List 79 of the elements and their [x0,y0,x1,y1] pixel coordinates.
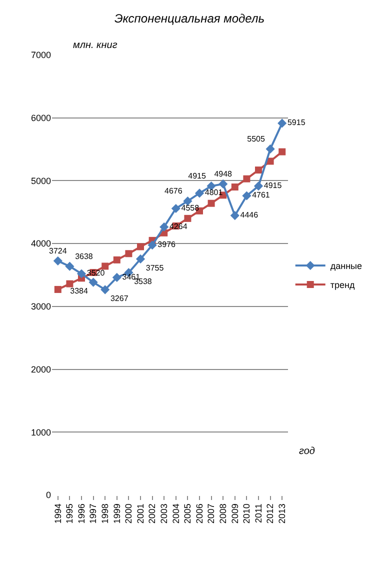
x-tick-label: 2011 [253,504,264,523]
point [243,175,250,182]
point [66,280,74,288]
data-label: 3976 [158,240,176,250]
point [113,256,120,264]
x-tick-label: 2003 [159,504,170,524]
point [148,240,157,250]
point [266,158,274,165]
legend-label: данные [330,261,362,272]
x-tick-label: 2012 [265,504,276,524]
point [136,254,146,264]
data-label: 4761 [252,190,270,200]
point [102,262,109,270]
x-axis-title: год [299,446,316,457]
y-tick-label: 0 [46,490,51,500]
data-label: 5505 [247,134,266,144]
x-tick-label: 1997 [88,504,98,524]
data-label: 4676 [164,186,183,196]
point [278,118,287,128]
y-tick-label: 5000 [30,176,51,186]
data-label: 5915 [287,118,306,128]
data-label: 4801 [204,188,224,198]
point [112,272,122,282]
point [194,188,204,198]
data-label: 4915 [188,172,206,181]
point [76,269,86,278]
data-label: 4446 [240,210,259,220]
y-tick-label: 7000 [30,50,51,60]
x-tick-label: 1996 [76,504,86,524]
x-tick-label: 2006 [194,504,204,524]
data-label: 3638 [75,252,94,261]
data-label: 4948 [214,170,233,179]
x-tick-label: 1999 [112,504,122,524]
data-label: 3724 [49,246,68,256]
data-label: 3755 [146,263,164,272]
data-label: 4915 [264,181,282,190]
point [242,191,252,200]
point [100,285,110,294]
point [230,210,240,220]
x-tick-label: 2002 [147,504,158,524]
x-tick-label: 2000 [124,504,134,524]
point [125,250,132,258]
point [266,144,275,154]
point [171,204,180,214]
x-tick-label: 1994 [52,504,63,524]
x-tick-label: 1998 [100,504,110,524]
point [254,182,264,191]
point [255,166,262,174]
x-tick-label: 2005 [182,504,193,524]
x-tick-label: 1995 [64,504,75,524]
x-tick-label: 2007 [206,504,216,524]
point [137,243,144,250]
point [231,184,238,190]
x-tick-label: 2013 [277,504,288,524]
data-label: 4558 [181,204,200,212]
x-tick-label: 2009 [230,504,240,524]
point [278,148,286,156]
point [88,278,98,287]
x-tick-label: 2008 [218,504,228,524]
y-tick-label: 3000 [30,302,51,312]
point [54,286,62,293]
y-tick-label: 6000 [30,113,51,124]
data-label: 3384 [70,286,88,296]
point [160,222,169,232]
chart-title: Экспоненциальная модель [114,12,265,26]
point [184,214,192,222]
point [53,256,62,266]
data-label: 3267 [110,294,129,304]
x-tick-label: 2010 [242,504,252,524]
point [65,262,74,271]
y-tick-label: 4000 [30,238,51,249]
x-tick-label: 2001 [135,504,146,524]
legend-label: тренд [330,280,356,290]
y-axis-title: млн. книг [73,40,118,51]
y-tick-label: 1000 [30,427,51,438]
point [218,179,228,189]
x-tick-label: 2004 [170,504,181,524]
point [208,200,215,207]
y-tick-label: 2000 [30,364,51,374]
